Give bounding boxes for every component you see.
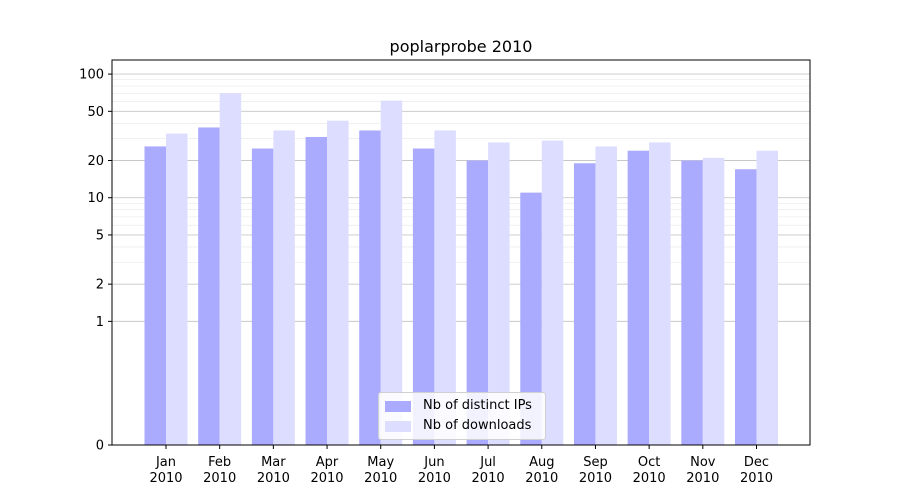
- bar-downloads: [380, 100, 403, 445]
- chart-title: poplarprobe 2010: [390, 37, 533, 56]
- y-tick-label: 2: [96, 278, 104, 293]
- x-tick-label: Jun 2010: [418, 455, 451, 486]
- legend-label-downloads: Nb of downloads: [423, 418, 532, 433]
- legend-item-downloads: Nb of downloads: [385, 417, 531, 435]
- bar-distinct-ips: [412, 148, 435, 445]
- x-tick-label: Nov 2010: [686, 455, 719, 486]
- y-tick-label: 20: [87, 154, 104, 169]
- bar-distinct-ips: [627, 150, 650, 445]
- y-tick-label: 0: [96, 439, 104, 454]
- bar-downloads: [434, 130, 456, 445]
- bar-downloads: [219, 93, 242, 445]
- bar-distinct-ips: [466, 160, 489, 445]
- legend: Nb of distinct IPs Nb of downloads: [378, 392, 546, 440]
- bar-distinct-ips: [520, 192, 542, 445]
- y-tick-label: 10: [87, 191, 104, 206]
- y-axis: 0 1 2 5 10 20 50 100: [79, 68, 112, 454]
- bar-distinct-ips: [144, 146, 166, 445]
- legend-swatch-distinct-ips: [385, 400, 411, 412]
- bars: [144, 93, 778, 446]
- y-tick-label: 5: [96, 228, 104, 243]
- y-tick-label: 50: [87, 105, 104, 120]
- legend-swatch-downloads: [385, 420, 411, 432]
- bar-downloads: [488, 142, 510, 445]
- bar-downloads: [541, 140, 564, 445]
- x-tick-label: Mar 2010: [257, 455, 290, 486]
- bar-distinct-ips: [198, 127, 220, 446]
- x-tick-label: Feb 2010: [203, 455, 236, 486]
- legend-label-distinct-ips: Nb of distinct IPs: [423, 398, 532, 413]
- bar-downloads: [166, 133, 188, 445]
- bar-downloads: [595, 146, 617, 445]
- x-tick-label: May 2010: [364, 455, 397, 486]
- bar-distinct-ips: [735, 169, 757, 445]
- bar-distinct-ips: [573, 163, 596, 445]
- legend-item-distinct-ips: Nb of distinct IPs: [385, 397, 532, 415]
- x-tick-label: Sep 2010: [579, 455, 612, 486]
- bar-distinct-ips: [305, 136, 328, 445]
- bar-downloads: [273, 130, 295, 445]
- x-tick-label: Aug 2010: [525, 455, 558, 486]
- y-tick-label: 1: [96, 315, 104, 330]
- x-tick-label: Jul 2010: [472, 455, 505, 486]
- x-tick-label: Apr 2010: [310, 455, 343, 486]
- bar-downloads: [756, 150, 778, 445]
- x-axis: Jan 2010 Feb 2010 Mar 2010 Apr 2010 May 2010 Jun 20…: [149, 445, 773, 486]
- bar-downloads: [649, 142, 671, 445]
- bar-downloads: [702, 157, 725, 446]
- plot-frame: [111, 59, 811, 446]
- bar-distinct-ips: [359, 130, 381, 445]
- bar-downloads: [327, 120, 349, 446]
- y-tick-label: 100: [79, 68, 104, 83]
- bar-distinct-ips: [681, 160, 703, 445]
- x-tick-label: Jan 2010: [149, 455, 182, 486]
- x-tick-label: Dec 2010: [740, 455, 773, 486]
- x-tick-label: Oct 2010: [633, 455, 666, 486]
- bar-distinct-ips: [251, 148, 274, 445]
